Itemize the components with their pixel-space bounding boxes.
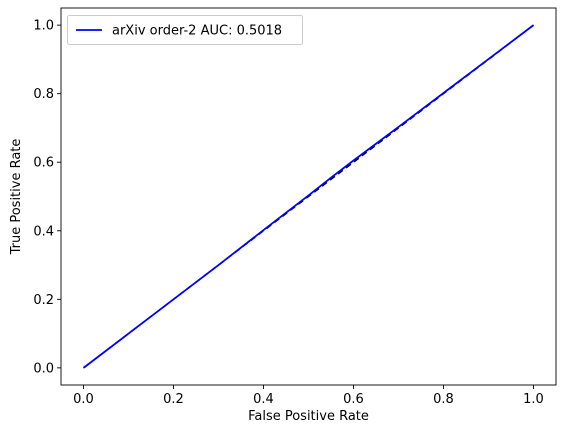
- roc-curve-line: [82, 24, 535, 369]
- series-layer: [82, 24, 535, 369]
- x-tick-label: 0.2: [163, 392, 184, 407]
- x-tick-label: 0.0: [73, 392, 94, 407]
- ticks-layer: 0.0 0.2 0.4 0.6 0.8 1.0 0.0 0.2 0.4 0.6 0.8 1.0: [33, 19, 544, 407]
- y-tick-label: 0.4: [33, 224, 54, 239]
- plot-frame: [60, 7, 557, 386]
- x-axis-label: False Positive Rate: [248, 409, 369, 424]
- x-tick-label: 0.6: [343, 392, 364, 407]
- legend-label: arXiv order-2 AUC: 0.5018: [112, 24, 282, 39]
- x-tick-label: 0.4: [253, 392, 274, 407]
- legend: arXiv order-2 AUC: 0.5018: [67, 15, 303, 45]
- y-tick-label: 0.8: [33, 87, 54, 102]
- legend-box: [67, 15, 303, 45]
- y-axis-label: True Positive Rate: [9, 139, 24, 256]
- y-tick-label: 0.0: [33, 361, 54, 376]
- y-tick-label: 0.2: [33, 293, 54, 308]
- y-tick-label: 0.6: [33, 156, 54, 171]
- x-tick-label: 0.8: [433, 392, 454, 407]
- y-tick-label: 1.0: [33, 19, 54, 34]
- x-tick-label: 1.0: [523, 392, 544, 407]
